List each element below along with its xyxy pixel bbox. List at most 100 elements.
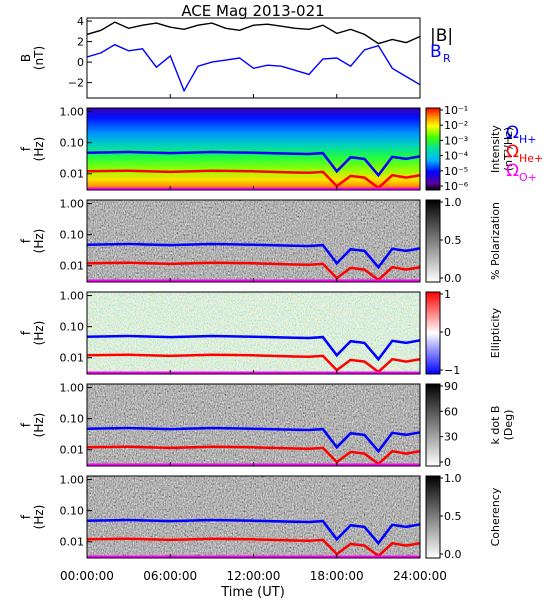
colorbar-unit-5: (Deg): [502, 410, 515, 441]
panel-6: 1.0 0.5 0.0 Coherency 1.00 0.10 0.01 f (Hz): [19, 472, 502, 561]
colorbar-tick-label-5-2: 30: [444, 431, 458, 444]
spectrogram-5: [87, 384, 420, 466]
y-axis-unit-2: (Hz): [32, 137, 46, 162]
y-axis-unit-3: (Hz): [32, 229, 46, 254]
x-tick-label-2: 12:00:00: [227, 569, 281, 583]
series-line-5-1: [87, 426, 420, 454]
legend-b-r-label: B: [430, 42, 442, 62]
x-tick-label-3: 18:00:00: [310, 569, 364, 583]
legend-b-total-label: |B|: [430, 26, 453, 46]
y-axis-unit-5: (Hz): [32, 413, 46, 438]
y-tick-label-4-0: 1.00: [60, 290, 85, 303]
legend-b-total: |B|: [430, 26, 453, 46]
panel-1: 4 2 0 −2 B (nT): [19, 15, 421, 99]
y-tick-label-1-1: 2: [77, 36, 84, 49]
x-tick-label-1: 06:00:00: [143, 569, 197, 583]
series-line-1-1: [87, 21, 420, 45]
y-tick-label-6-2: 0.01: [60, 536, 85, 549]
y-axis-unit-1: (nT): [32, 46, 46, 70]
series-line-4-1: [87, 334, 420, 362]
y-tick-label-5-0: 1.00: [60, 382, 85, 395]
panel-3: 1.0 0.5 0.0 % Polarization 1.00 0.10 0.01 f (Hz): [19, 196, 502, 285]
x-axis-label: Time (UT): [220, 585, 285, 600]
series-line-5-2: [87, 445, 420, 466]
x-tick-label-0: 00:00:00: [60, 569, 114, 583]
y-tick-label-1-3: −2: [68, 77, 84, 90]
panel-2: 10⁻¹ 10⁻² 10⁻³ 10⁻⁴ 10⁻⁵ 10⁻⁶ Intensity (nT²/Hz…: [19, 104, 515, 193]
legend-b-r: B R: [430, 42, 451, 65]
spectrogram-3: [87, 200, 420, 282]
colorbar-tick-label-6-1: 0.5: [444, 510, 462, 523]
y-axis-unit-4: (Hz): [32, 321, 46, 346]
spectrogram-6: [87, 476, 420, 558]
y-tick-label-3-2: 0.01: [60, 260, 85, 273]
colorbar-label-4: Ellipticity: [489, 307, 502, 358]
colorbar-tick-label-2-3: 10⁻⁴: [444, 150, 469, 163]
x-axis: 00:00:00 06:00:00 12:00:00 18:00:00 24:00:00: [60, 569, 447, 583]
colorbar-tick-label-3-0: 1.0: [444, 196, 462, 209]
spectrogram-2: [87, 108, 420, 190]
legend-o-plus-label: Ω: [506, 161, 519, 181]
colorbar-tick-label-5-3: 0: [444, 456, 451, 469]
colorbar-tick-label-2-5: 10⁻⁶: [444, 180, 469, 193]
panel-5: 90 60 30 0 k dot B (Deg) 1.00 0.10 0.01 f (Hz): [19, 380, 515, 469]
series-line-3-2: [87, 261, 420, 282]
colorbar-6: [425, 475, 441, 559]
legend-o-plus: Ω O+: [506, 161, 537, 184]
colorbar-tick-label-4-0: 1: [444, 288, 451, 301]
chart-title: ACE Mag 2013-021: [181, 2, 324, 20]
colorbar-tick-label-5-1: 60: [444, 405, 458, 418]
legend-he-plus-label: Ω: [506, 142, 519, 162]
colorbar-3: [425, 199, 441, 283]
colorbar-5: [425, 383, 441, 467]
y-tick-label-2-1: 0.10: [60, 137, 85, 150]
y-tick-label-5-1: 0.10: [60, 413, 85, 426]
colorbar-tick-label-5-0: 90: [444, 380, 458, 393]
panel-4: 1 0 −1 Ellipticity 1.00 0.10 0.01 f (Hz): [19, 288, 502, 377]
legend-he-plus: Ω He+: [506, 142, 543, 165]
colorbar-label-2: Intensity: [489, 125, 502, 173]
colorbar-label-5: k dot B: [489, 406, 502, 445]
colorbar-tick-label-6-0: 1.0: [444, 472, 462, 485]
y-tick-label-3-0: 1.00: [60, 198, 85, 211]
colorbar-tick-label-6-2: 0.0: [444, 548, 462, 561]
y-tick-label-6-0: 1.00: [60, 474, 85, 487]
colorbar-4: [425, 291, 441, 375]
spectrogram-4: [87, 292, 420, 374]
legend-b-r-subscript: R: [443, 52, 451, 65]
legend-h-plus: Ω H+: [506, 123, 537, 146]
colorbar-tick-label-4-1: 0: [444, 326, 451, 339]
y-axis-label-5: f: [19, 422, 33, 427]
legend-he-plus-subscript: He+: [519, 152, 543, 165]
series-line-4-2: [87, 353, 420, 374]
y-axis-label-2: f: [19, 146, 33, 151]
colorbar-unit-2: (nT²/Hz): [502, 127, 515, 171]
series-line-1-2: [87, 43, 420, 93]
x-tick-label-4: 24:00:00: [393, 569, 447, 583]
y-axis-label-4: f: [19, 330, 33, 335]
y-tick-label-2-2: 0.01: [60, 168, 85, 181]
colorbar-tick-label-4-2: −1: [444, 364, 460, 377]
series-line-6-2: [87, 537, 420, 558]
y-axis-label-3: f: [19, 238, 33, 243]
y-tick-label-1-2: 0: [77, 56, 84, 69]
y-tick-label-6-1: 0.10: [60, 505, 85, 518]
colorbar-tick-label-3-2: 0.0: [444, 272, 462, 285]
colorbar-tick-label-3-1: 0.5: [444, 234, 462, 247]
y-tick-label-4-2: 0.01: [60, 352, 85, 365]
y-tick-label-3-1: 0.10: [60, 229, 85, 242]
legend-h-plus-label: Ω: [506, 123, 519, 143]
y-axis-label-1: B: [19, 54, 33, 62]
colorbar-label-3: % Polarization: [489, 202, 502, 280]
colorbar-tick-label-2-1: 10⁻²: [444, 119, 468, 132]
legend-h-plus-subscript: H+: [519, 133, 537, 146]
series-line-3-1: [87, 242, 420, 270]
series-line-6-1: [87, 518, 420, 546]
y-tick-label-5-2: 0.01: [60, 444, 85, 457]
series-line-2-1: [87, 150, 420, 178]
colorbar-tick-label-2-2: 10⁻³: [444, 134, 468, 147]
y-axis-label-6: f: [19, 514, 33, 519]
y-tick-label-2-0: 1.00: [60, 106, 85, 119]
colorbar-tick-label-2-4: 10⁻⁵: [444, 165, 468, 178]
